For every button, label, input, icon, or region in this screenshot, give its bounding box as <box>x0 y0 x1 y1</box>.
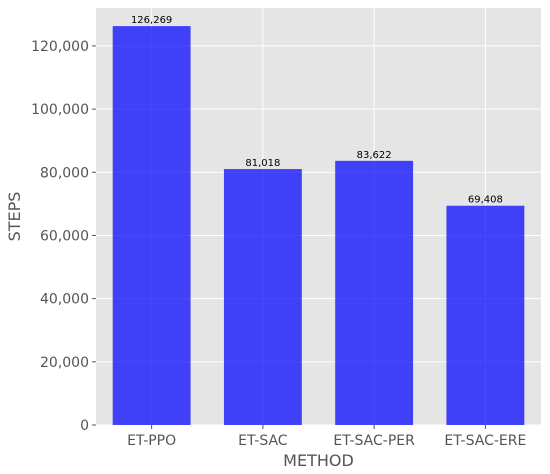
y-tick-label: 80,000 <box>40 165 89 181</box>
y-axis-title: STEPS <box>5 192 24 242</box>
y-tick-label: 60,000 <box>40 228 89 244</box>
x-tick-label: ET-SAC-PER <box>333 433 415 449</box>
bar-value-label: 81,018 <box>245 158 280 169</box>
y-tick-label: 100,000 <box>31 102 89 118</box>
bar-value-label: 126,269 <box>131 15 172 26</box>
bar <box>335 160 414 425</box>
data-labels: 126,269 81,018 83,622 69,408 <box>131 15 503 206</box>
x-tick-label: ET-SAC <box>238 433 288 449</box>
x-axis-title: METHOD <box>283 451 354 470</box>
bar <box>112 26 191 426</box>
bar-value-label: 83,622 <box>357 150 392 161</box>
y-tick-label: 0 <box>80 418 89 434</box>
y-tick-label: 20,000 <box>40 355 89 371</box>
bar <box>446 205 525 425</box>
bar <box>223 169 302 425</box>
bar-value-label: 69,408 <box>468 195 503 206</box>
x-tick-label: ET-PPO <box>127 433 176 449</box>
y-tick-label: 40,000 <box>40 292 89 308</box>
y-axis-ticks: 0 20,000 40,000 60,000 80,000 100,000 120,000 <box>31 39 96 434</box>
y-tick-label: 120,000 <box>31 39 89 55</box>
x-tick-label: ET-SAC-ERE <box>444 433 526 449</box>
bars <box>112 26 525 426</box>
x-axis-ticks: ET-PPO ET-SAC ET-SAC-PER ET-SAC-ERE <box>127 425 526 449</box>
